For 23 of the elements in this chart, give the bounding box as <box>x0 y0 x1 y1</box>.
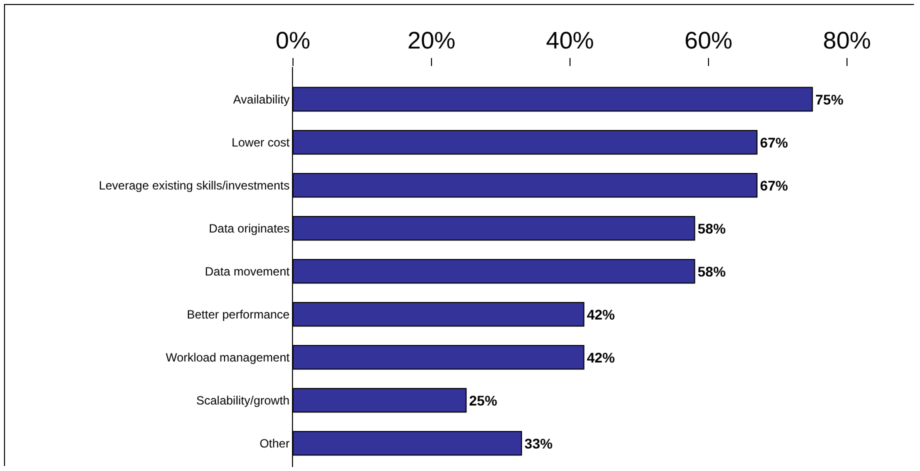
y-tick-label: Other <box>260 436 290 451</box>
x-tick-label: 20% <box>407 27 456 54</box>
data-label: 42% <box>586 349 616 366</box>
y-tick-label: Data movement <box>204 264 290 278</box>
data-label: 75% <box>815 91 844 108</box>
data-label: 25% <box>469 392 498 408</box>
y-tick-label: Leverage existing skills/investments <box>98 178 290 192</box>
data-label: 58% <box>698 263 726 280</box>
x-tick-label: 60% <box>684 27 733 54</box>
y-tick-label: Data originates <box>208 221 290 236</box>
y-tick-label: Workload management <box>166 350 290 365</box>
data-label: 42% <box>586 306 616 322</box>
data-label: 33% <box>524 435 554 452</box>
y-tick-label: Scalability/growth <box>196 394 290 408</box>
y-tick-label: Better performance <box>186 308 290 322</box>
x-tick-label: 0% <box>276 27 310 54</box>
data-label: 58% <box>698 220 726 236</box>
x-tick-label: 40% <box>546 27 594 54</box>
data-label: 67% <box>760 134 789 150</box>
data-label: 67% <box>760 177 789 194</box>
y-tick-label: Availability <box>233 92 290 106</box>
x-tick-label: 80% <box>822 27 872 54</box>
y-tick-label: Lower cost <box>232 135 290 150</box>
